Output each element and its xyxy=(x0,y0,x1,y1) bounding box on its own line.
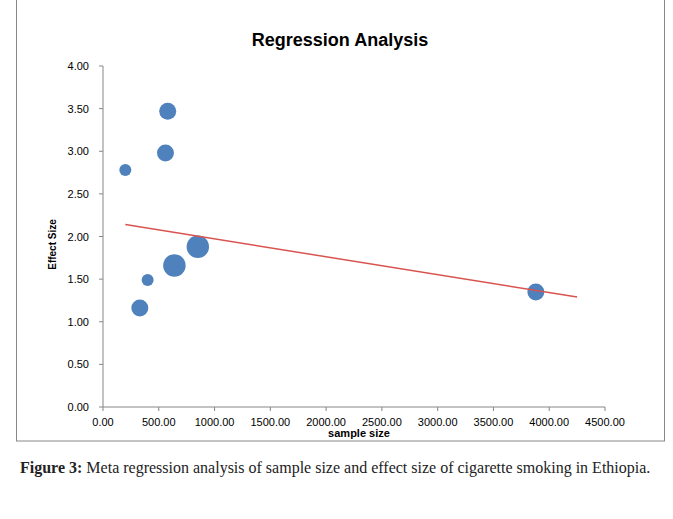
bubble xyxy=(163,254,185,276)
y-tick-label: 1.50 xyxy=(68,273,89,285)
y-tick xyxy=(99,407,103,408)
y-tick-label: 2.00 xyxy=(68,231,89,243)
x-tick-label: 0.00 xyxy=(92,416,113,428)
y-axis-label: Effect Size xyxy=(47,219,58,270)
x-tick xyxy=(493,407,494,411)
y-tick xyxy=(99,193,103,194)
x-tick xyxy=(381,407,382,411)
x-tick xyxy=(270,407,271,411)
x-tick xyxy=(605,407,606,411)
bubble xyxy=(159,103,176,120)
x-tick-label: 4000.00 xyxy=(529,416,569,428)
x-tick-label: 3000.00 xyxy=(418,416,458,428)
plot-area xyxy=(119,103,577,317)
y-tick xyxy=(99,108,103,109)
y-tick-label: 3.50 xyxy=(68,103,89,115)
x-tick-label: 3500.00 xyxy=(474,416,514,428)
x-tick xyxy=(103,407,104,411)
x-tick-label: 1500.00 xyxy=(250,416,290,428)
x-tick-label: 1000.00 xyxy=(195,416,235,428)
x-axis-label: sample size xyxy=(328,427,390,439)
bubble xyxy=(187,236,209,258)
bubble xyxy=(142,274,154,286)
caption: Figure 3: Meta regression analysis of sa… xyxy=(20,456,660,480)
bubble xyxy=(157,144,174,161)
x-tick xyxy=(326,407,327,411)
y-tick xyxy=(99,66,103,67)
chart: Regression Analysis 0.00 0.50 1.00 1.50 2.00 2… xyxy=(0,0,673,519)
bubble xyxy=(131,300,148,317)
y-tick xyxy=(99,364,103,365)
x-axis xyxy=(103,407,605,408)
y-tick xyxy=(99,321,103,322)
y-tick-label: 0.00 xyxy=(68,401,89,413)
y-tick-label: 3.00 xyxy=(68,145,89,157)
y-tick xyxy=(99,236,103,237)
x-tick xyxy=(214,407,215,411)
y-tick-label: 0.50 xyxy=(68,358,89,370)
y-tick-label: 4.00 xyxy=(68,60,89,72)
y-tick-label: 2.50 xyxy=(68,188,89,200)
caption-text: Meta regression analysis of sample size … xyxy=(86,459,650,476)
chart-frame xyxy=(17,0,665,441)
y-tick xyxy=(99,151,103,152)
figure-label: Figure 3: xyxy=(20,459,82,476)
x-tick xyxy=(158,407,159,411)
y-tick xyxy=(99,279,103,280)
x-tick xyxy=(549,407,550,411)
y-tick-label: 1.00 xyxy=(68,316,89,328)
title: Regression Analysis xyxy=(252,30,428,50)
x-tick-label: 4500.00 xyxy=(585,416,625,428)
bubble xyxy=(119,164,131,176)
x-tick-label: 500.00 xyxy=(142,416,176,428)
regression-line xyxy=(125,225,577,297)
x-tick xyxy=(437,407,438,411)
